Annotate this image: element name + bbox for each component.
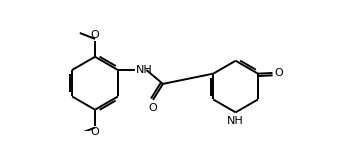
Text: O: O [91, 127, 99, 137]
Text: O: O [148, 103, 157, 113]
Text: NH: NH [135, 65, 152, 75]
Text: NH: NH [227, 116, 244, 126]
Text: O: O [91, 30, 99, 40]
Text: O: O [274, 68, 283, 78]
